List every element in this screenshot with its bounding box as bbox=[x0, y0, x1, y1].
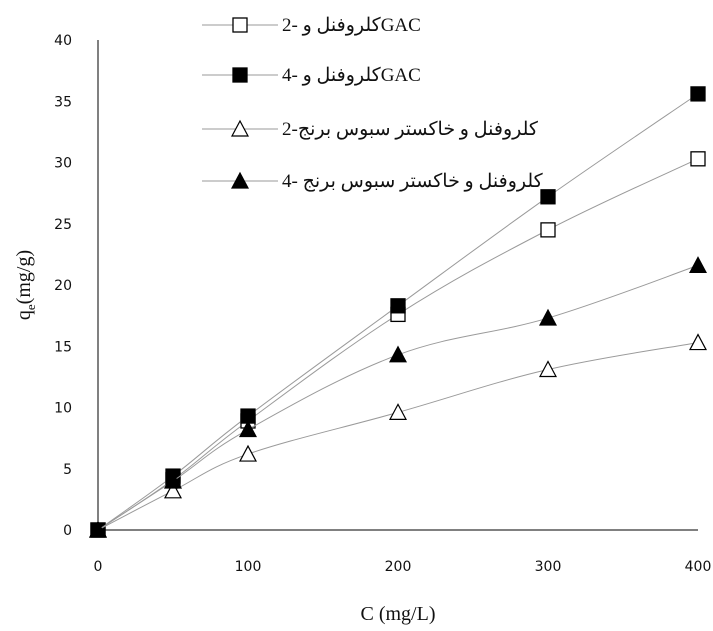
x-tick-label: 200 bbox=[385, 559, 412, 575]
data-point bbox=[389, 345, 407, 363]
y-tick-label: 40 bbox=[54, 33, 72, 49]
y-tick-label: 35 bbox=[54, 94, 72, 110]
x-axis-title: C (mg/L) bbox=[361, 603, 436, 625]
data-point bbox=[239, 420, 257, 438]
x-tick-label: 100 bbox=[235, 559, 262, 575]
x-tick-labels: 0 100 200 300 400 bbox=[94, 559, 712, 575]
data-point bbox=[539, 308, 557, 326]
legend-marker bbox=[231, 171, 249, 189]
data-point bbox=[389, 403, 407, 420]
y-tick-label: 5 bbox=[63, 462, 72, 478]
data-point bbox=[689, 333, 707, 351]
y-tick-labels: 0 5 10 15 20 25 30 35 40 bbox=[54, 33, 72, 539]
legend-item: کلروفنل و -2GAC bbox=[202, 15, 421, 36]
legend-item: کلروفنل و -4GAC bbox=[202, 65, 421, 86]
legend-item: کلروفنل و خاکستر سبوس برنج -4 bbox=[202, 171, 544, 192]
series-2 bbox=[90, 86, 706, 538]
y-axis-title-sub: e bbox=[23, 304, 38, 310]
y-tick-label: 30 bbox=[54, 156, 72, 172]
data-point bbox=[540, 189, 556, 205]
data-point bbox=[690, 86, 706, 102]
x-tick-label: 400 bbox=[685, 559, 712, 575]
series-line bbox=[97, 158, 699, 531]
legend-label: کلروفنل و -2GAC bbox=[282, 15, 421, 36]
legend-label: کلروفنل و خاکستر سبوس برنج -4 bbox=[282, 171, 544, 192]
y-tick-label: 25 bbox=[54, 217, 72, 233]
data-point bbox=[390, 298, 406, 314]
data-point bbox=[540, 222, 556, 238]
x-tick-label: 300 bbox=[535, 559, 562, 575]
legend-marker bbox=[232, 67, 248, 83]
legend-item: کلروفنل و خاکستر سبوس برنج-2 bbox=[202, 119, 539, 140]
data-point bbox=[164, 481, 182, 499]
data-point bbox=[539, 360, 557, 378]
y-tick-label: 10 bbox=[54, 401, 72, 417]
y-tick-label: 15 bbox=[54, 339, 72, 355]
y-tick-label: 20 bbox=[54, 278, 72, 294]
y-tick-label: 0 bbox=[63, 523, 72, 539]
series-line bbox=[97, 342, 699, 531]
legend-marker bbox=[231, 119, 249, 137]
series-layer bbox=[89, 86, 707, 538]
y-axis-title: qe(mg/g) bbox=[13, 250, 38, 320]
data-point bbox=[690, 151, 706, 167]
legend-label: کلروفنل و -4GAC bbox=[282, 65, 421, 86]
data-point bbox=[164, 471, 182, 489]
data-point bbox=[89, 520, 107, 538]
series-3 bbox=[89, 333, 707, 538]
legend-label: کلروفنل و خاکستر سبوس برنج-2 bbox=[282, 119, 539, 140]
y-axis-title-main: q bbox=[13, 310, 35, 320]
y-axis-title-rest: (mg/g) bbox=[13, 250, 35, 304]
data-point bbox=[239, 444, 257, 462]
legend-marker bbox=[232, 17, 248, 33]
series-1 bbox=[90, 151, 706, 538]
x-tick-label: 0 bbox=[94, 559, 103, 575]
axes bbox=[97, 40, 698, 531]
legend: کلروفنل و -2GAC کلروفنل و -4GAC کلروفنل و … bbox=[202, 15, 544, 192]
series-4 bbox=[89, 256, 707, 538]
data-point bbox=[689, 256, 707, 273]
